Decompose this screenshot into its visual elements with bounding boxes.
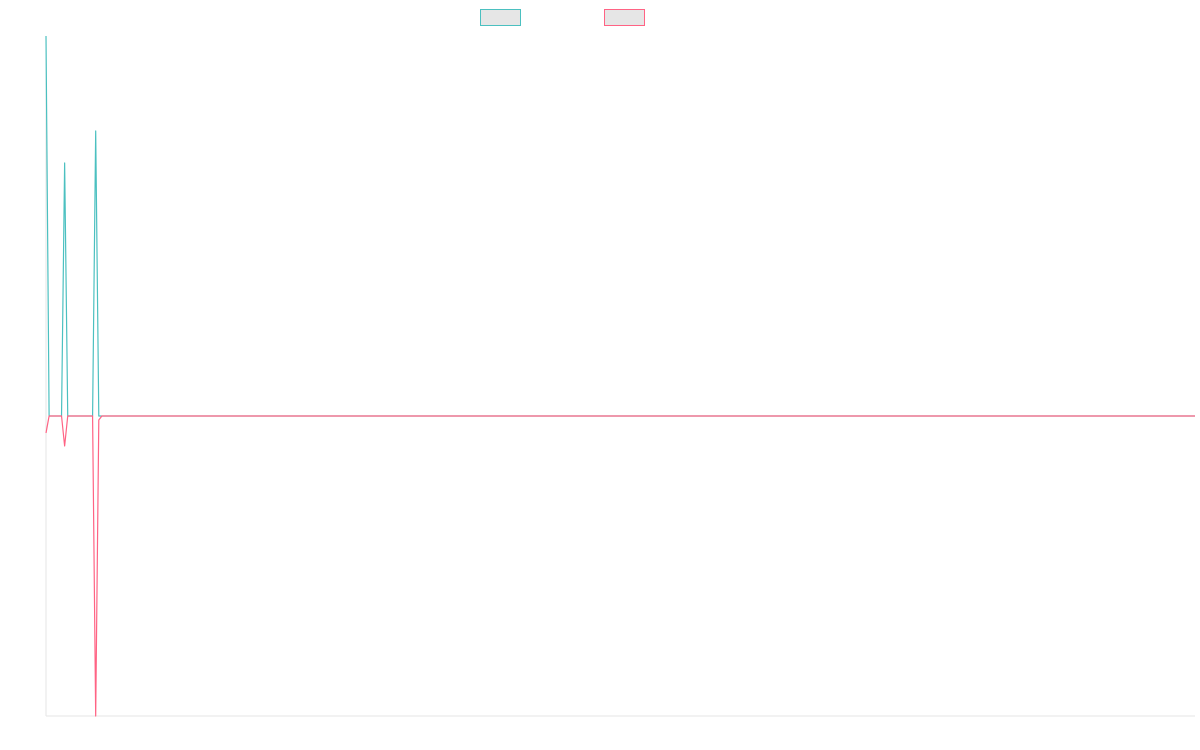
legend-swatch [604, 9, 645, 26]
line-series [45, 35, 1195, 417]
line-series [45, 415, 1195, 717]
legend-swatch [480, 9, 521, 26]
